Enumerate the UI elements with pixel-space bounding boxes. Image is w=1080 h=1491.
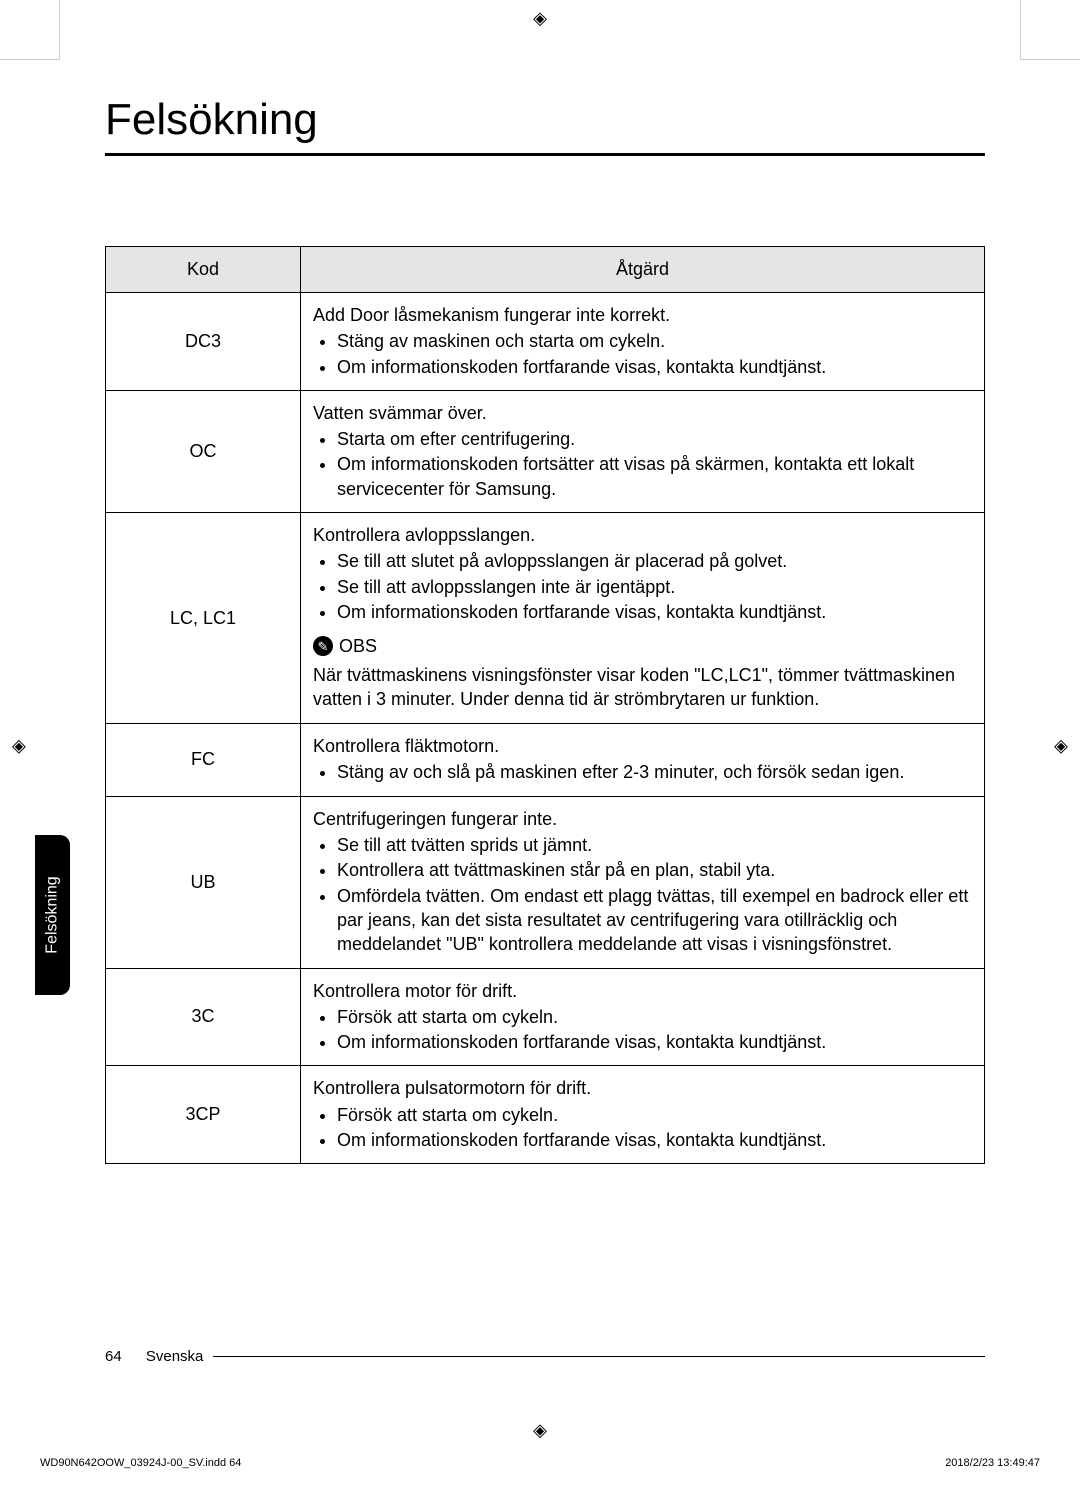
print-metadata: WD90N642OOW_03924J-00_SV.indd 64 2018/2/…	[40, 1457, 1040, 1469]
action-lead: Add Door låsmekanism fungerar inte korre…	[313, 303, 972, 327]
code-cell: DC3	[106, 293, 301, 391]
code-cell: OC	[106, 390, 301, 512]
side-tab-label: Felsökning	[44, 876, 62, 953]
action-item: Om informationskoden fortfarande visas, …	[337, 1030, 972, 1054]
action-item: Stäng av maskinen och starta om cykeln.	[337, 329, 972, 353]
action-list: Se till att tvätten sprids ut jämnt. Kon…	[313, 833, 972, 956]
note-body: När tvättmaskinens visningsfönster visar…	[313, 663, 972, 712]
table-row: 3C Kontrollera motor för drift. Försök a…	[106, 968, 985, 1066]
page-footer: 64 Svenska	[105, 1348, 985, 1371]
action-item: Om informationskoden fortfarande visas, …	[337, 600, 972, 624]
action-cell: Kontrollera motor för drift. Försök att …	[301, 968, 985, 1066]
table-row: FC Kontrollera fläktmotorn. Stäng av och…	[106, 724, 985, 797]
side-tab: Felsökning	[35, 835, 70, 995]
registration-mark-right: ◈	[1054, 735, 1068, 756]
code-cell: FC	[106, 724, 301, 797]
action-lead: Kontrollera fläktmotorn.	[313, 734, 972, 758]
action-item: Om informationskoden fortfarande visas, …	[337, 355, 972, 379]
action-list: Stäng av maskinen och starta om cykeln. …	[313, 329, 972, 379]
note-icon: ✎	[313, 636, 333, 656]
action-cell: Vatten svämmar över. Starta om efter cen…	[301, 390, 985, 512]
action-lead: Kontrollera avloppsslangen.	[313, 523, 972, 547]
table-row: UB Centrifugeringen fungerar inte. Se ti…	[106, 796, 985, 968]
action-lead: Kontrollera pulsatormotorn för drift.	[313, 1076, 972, 1100]
table-row: 3CP Kontrollera pulsatormotorn för drift…	[106, 1066, 985, 1164]
footer-rule	[213, 1356, 985, 1357]
action-item: Starta om efter centrifugering.	[337, 427, 972, 451]
note-label: OBS	[339, 634, 377, 658]
action-item: Se till att avloppsslangen inte är igent…	[337, 575, 972, 599]
code-cell: 3C	[106, 968, 301, 1066]
action-lead: Vatten svämmar över.	[313, 401, 972, 425]
page-number: 64	[105, 1348, 122, 1365]
note-row: ✎ OBS	[313, 634, 972, 658]
page-title: Felsökning	[105, 95, 985, 145]
action-list: Se till att slutet på avloppsslangen är …	[313, 549, 972, 624]
action-cell: Kontrollera fläktmotorn. Stäng av och sl…	[301, 724, 985, 797]
table-row: LC, LC1 Kontrollera avloppsslangen. Se t…	[106, 513, 985, 724]
code-cell: LC, LC1	[106, 513, 301, 724]
action-item: Se till att tvätten sprids ut jämnt.	[337, 833, 972, 857]
table-row: OC Vatten svämmar över. Starta om efter …	[106, 390, 985, 512]
page-content: Felsökning Felsökning Kod Åtgärd DC3 Add…	[105, 95, 985, 1371]
action-item: Se till att slutet på avloppsslangen är …	[337, 549, 972, 573]
code-cell: 3CP	[106, 1066, 301, 1164]
action-cell: Kontrollera pulsatormotorn för drift. Fö…	[301, 1066, 985, 1164]
action-item: Försök att starta om cykeln.	[337, 1103, 972, 1127]
action-list: Försök att starta om cykeln. Om informat…	[313, 1103, 972, 1153]
action-item: Omfördela tvätten. Om endast ett plagg t…	[337, 884, 972, 957]
title-rule	[105, 153, 985, 156]
code-cell: UB	[106, 796, 301, 968]
action-list: Stäng av och slå på maskinen efter 2-3 m…	[313, 760, 972, 784]
action-list: Försök att starta om cykeln. Om informat…	[313, 1005, 972, 1055]
error-codes-table: Kod Åtgärd DC3 Add Door låsmekanism fung…	[105, 246, 985, 1164]
registration-mark-top: ◈	[533, 8, 547, 29]
action-cell: Kontrollera avloppsslangen. Se till att …	[301, 513, 985, 724]
action-item: Om informationskoden fortfarande visas, …	[337, 1128, 972, 1152]
action-list: Starta om efter centrifugering. Om infor…	[313, 427, 972, 501]
action-lead: Kontrollera motor för drift.	[313, 979, 972, 1003]
registration-mark-left: ◈	[12, 735, 26, 756]
action-cell: Centrifugeringen fungerar inte. Se till …	[301, 796, 985, 968]
crop-mark-top-right	[1020, 0, 1080, 60]
crop-mark-top-left	[0, 0, 60, 60]
action-lead: Centrifugeringen fungerar inte.	[313, 807, 972, 831]
print-time: 2018/2/23 13:49:47	[945, 1457, 1040, 1469]
action-cell: Add Door låsmekanism fungerar inte korre…	[301, 293, 985, 391]
action-item: Stäng av och slå på maskinen efter 2-3 m…	[337, 760, 972, 784]
action-item: Försök att starta om cykeln.	[337, 1005, 972, 1029]
table-row: DC3 Add Door låsmekanism fungerar inte k…	[106, 293, 985, 391]
header-code: Kod	[106, 247, 301, 293]
action-item: Kontrollera att tvättmaskinen står på en…	[337, 858, 972, 882]
action-item: Om informationskoden fortsätter att visa…	[337, 452, 972, 501]
page-language: Svenska	[146, 1348, 204, 1365]
registration-mark-bottom: ◈	[533, 1420, 547, 1441]
print-file: WD90N642OOW_03924J-00_SV.indd 64	[40, 1457, 241, 1469]
header-action: Åtgärd	[301, 247, 985, 293]
